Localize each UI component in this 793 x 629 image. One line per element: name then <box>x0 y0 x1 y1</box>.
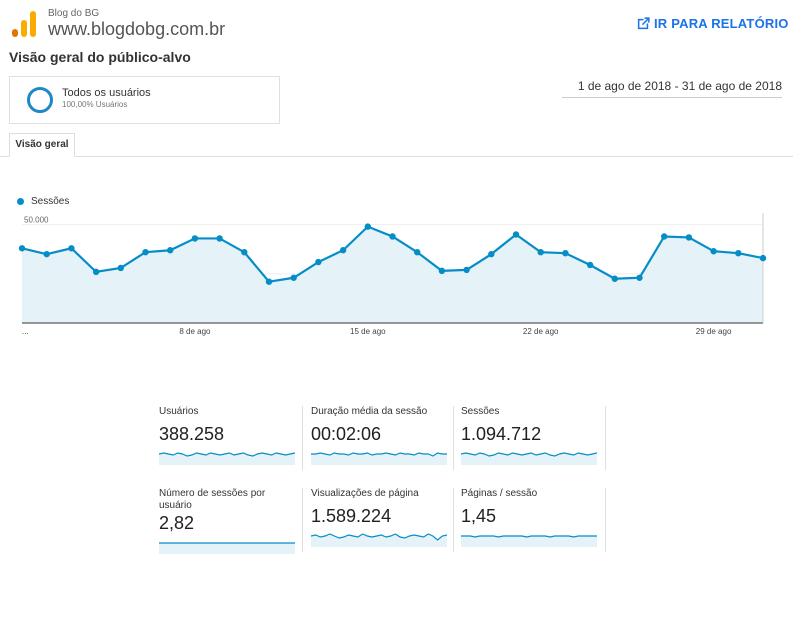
series-area <box>22 226 763 323</box>
metric-divider <box>302 406 303 470</box>
sparkline-line <box>159 452 295 457</box>
sparkline-area <box>311 453 447 465</box>
metric-value: 2,82 <box>159 513 195 533</box>
tab-divider <box>0 156 793 157</box>
sparkline-line <box>461 535 597 538</box>
data-point <box>216 235 223 242</box>
y-tick-label: 50.000 <box>24 216 49 225</box>
data-point <box>537 249 544 256</box>
metric-tile[interactable]: Sessões 1.094.712 <box>461 406 601 465</box>
x-tick-label: 22 de ago <box>523 327 559 336</box>
data-point <box>43 250 50 258</box>
page-title: Visão geral do público-alvo <box>9 49 191 65</box>
segment-donut-icon <box>27 87 53 113</box>
x-tick-label: 29 de ago <box>696 327 732 336</box>
metric-value: 00:02:06 <box>311 424 382 444</box>
data-point <box>241 249 248 256</box>
sparkline-line <box>311 452 447 457</box>
data-point <box>586 261 594 269</box>
sparkline-line <box>311 533 447 541</box>
data-point <box>488 250 495 258</box>
data-point <box>759 254 767 262</box>
metric-value: 1.589.224 <box>311 506 392 526</box>
data-point <box>414 249 421 256</box>
metric-sparkline <box>311 533 447 547</box>
metric-divider <box>453 488 454 552</box>
metric-sparkline <box>461 452 597 465</box>
site-name: Blog do BG <box>48 8 100 19</box>
legend-dot-icon <box>17 198 24 205</box>
data-point <box>512 231 520 238</box>
metric-label: Sessões <box>461 406 500 417</box>
data-point <box>562 249 569 257</box>
data-point <box>710 248 717 255</box>
sparkline-area <box>311 534 447 547</box>
metric-sparkline <box>311 452 447 465</box>
data-point <box>661 233 668 240</box>
data-point <box>364 223 371 230</box>
data-point <box>463 266 470 274</box>
metric-label: Páginas / sessão <box>461 488 538 499</box>
data-point <box>265 278 273 285</box>
metric-label: Visualizações de página <box>311 488 419 499</box>
data-point <box>685 234 693 241</box>
metric-label: Duração média da sessão <box>311 406 428 417</box>
x-tick-label: ... <box>22 327 29 336</box>
data-point <box>191 235 199 242</box>
metric-sparkline <box>159 542 295 554</box>
sparkline-line <box>461 452 597 457</box>
sparkline-area <box>461 536 597 547</box>
metric-value: 1,45 <box>461 506 497 526</box>
metric-divider <box>453 406 454 470</box>
metric-label: Número de sessões por usuário <box>159 488 266 511</box>
data-point <box>339 247 347 254</box>
data-point <box>611 275 618 282</box>
metric-tile[interactable]: Páginas / sessão 1,45 <box>461 488 601 547</box>
sparkline-area <box>159 543 295 554</box>
metric-value: 1.094.712 <box>461 424 542 444</box>
metric-tile[interactable]: Número de sessões por usuário 2,82 <box>159 488 299 554</box>
metric-label: Usuários <box>159 406 199 417</box>
data-point <box>315 258 322 266</box>
date-range-picker[interactable]: 1 de ago de 2018 - 31 de ago de 2018 <box>562 79 782 98</box>
sparkline-area <box>159 453 295 465</box>
data-point <box>18 245 26 252</box>
x-tick-label: 15 de ago <box>350 327 386 336</box>
data-point <box>636 274 643 281</box>
metric-tile[interactable]: Usuários 388.258 <box>159 406 299 465</box>
go-to-report-link[interactable]: IR PARA RELATÓRIO <box>636 16 789 31</box>
data-point <box>167 247 174 254</box>
data-point <box>290 274 297 281</box>
chart-legend[interactable]: Sessões <box>17 196 69 207</box>
tab-overview[interactable]: Visão geral <box>9 133 75 157</box>
data-point <box>389 233 396 240</box>
data-point <box>92 268 100 276</box>
go-to-report-label: IR PARA RELATÓRIO <box>654 16 789 31</box>
x-tick-label: 8 de ago <box>179 327 211 336</box>
segment-card[interactable] <box>9 76 280 124</box>
site-url: www.blogdobg.com.br <box>48 19 226 39</box>
data-point <box>735 249 742 257</box>
legend-label: Sessões <box>31 196 70 207</box>
metric-sparkline <box>461 535 597 547</box>
data-point <box>68 245 75 252</box>
segment-name: Todos os usuários <box>62 87 151 99</box>
metric-sparkline <box>159 452 295 465</box>
data-point <box>142 249 149 256</box>
metric-tile[interactable]: Duração média da sessão 00:02:06 <box>311 406 451 465</box>
data-point <box>117 264 125 272</box>
data-point <box>438 267 446 275</box>
analytics-logo-icon <box>12 11 36 37</box>
segment-percentage: 100,00% Usuários <box>62 100 128 109</box>
metric-divider <box>302 488 303 552</box>
metric-divider <box>605 406 606 470</box>
metric-value: 388.258 <box>159 424 225 444</box>
metric-tile[interactable]: Visualizações de página 1.589.224 <box>311 488 451 547</box>
external-link-icon <box>637 17 650 30</box>
sparkline-area <box>461 453 597 465</box>
metric-divider <box>605 488 606 552</box>
